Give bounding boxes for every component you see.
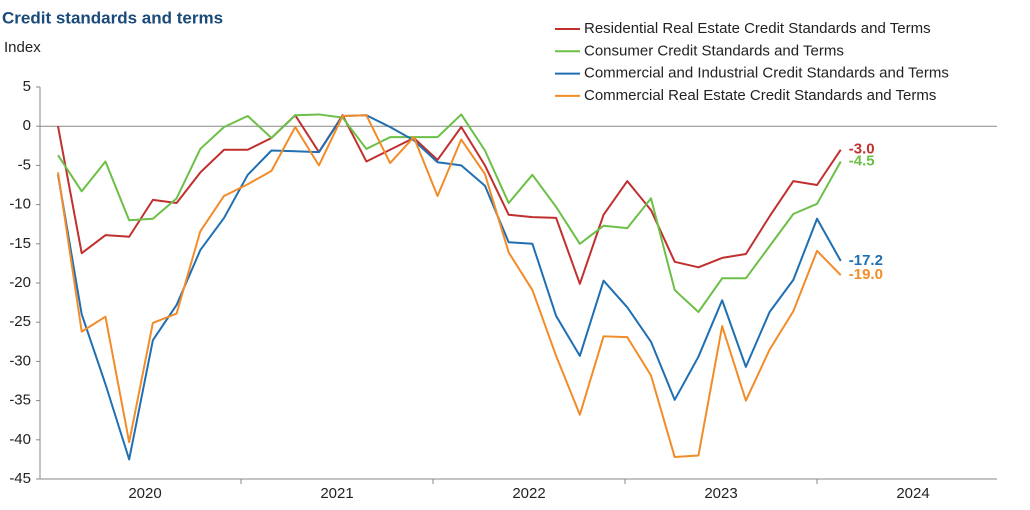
x-tick-label: 2022 — [512, 485, 545, 502]
end-label: -3.0 — [849, 141, 875, 158]
y-tick-label: -25 — [9, 313, 31, 330]
series-line — [57, 114, 842, 459]
series-line — [57, 114, 842, 461]
x-tick-label: 2024 — [896, 485, 929, 502]
end-label: -4.5 — [849, 152, 875, 169]
y-axis-label: Index — [4, 39, 41, 56]
y-tick-label: -35 — [9, 392, 31, 409]
legend-label: Commercial Real Estate Credit Standards … — [584, 87, 936, 104]
end-label: -19.0 — [849, 266, 883, 283]
y-tick-label: -40 — [9, 431, 31, 448]
x-tick-label: 2021 — [320, 485, 353, 502]
y-tick-label: -10 — [9, 196, 31, 213]
chart-title: Credit standards and terms — [2, 8, 223, 27]
y-tick-label: -5 — [18, 156, 31, 173]
legend-label: Consumer Credit Standards and Terms — [584, 42, 844, 59]
x-tick-label: 2023 — [704, 485, 737, 502]
y-tick-label: -45 — [9, 470, 31, 487]
y-tick-label: -20 — [9, 274, 31, 291]
y-tick-label: 0 — [23, 117, 31, 134]
series-line — [57, 113, 842, 314]
y-tick-label: -15 — [9, 235, 31, 252]
y-tick-label: -30 — [9, 352, 31, 369]
legend-label: Commercial and Industrial Credit Standar… — [584, 65, 949, 82]
series-line — [57, 114, 842, 285]
y-tick-label: 5 — [23, 78, 31, 95]
end-label: -17.2 — [849, 252, 883, 269]
legend-label: Residential Real Estate Credit Standards… — [584, 20, 931, 37]
x-tick-label: 2020 — [128, 485, 161, 502]
